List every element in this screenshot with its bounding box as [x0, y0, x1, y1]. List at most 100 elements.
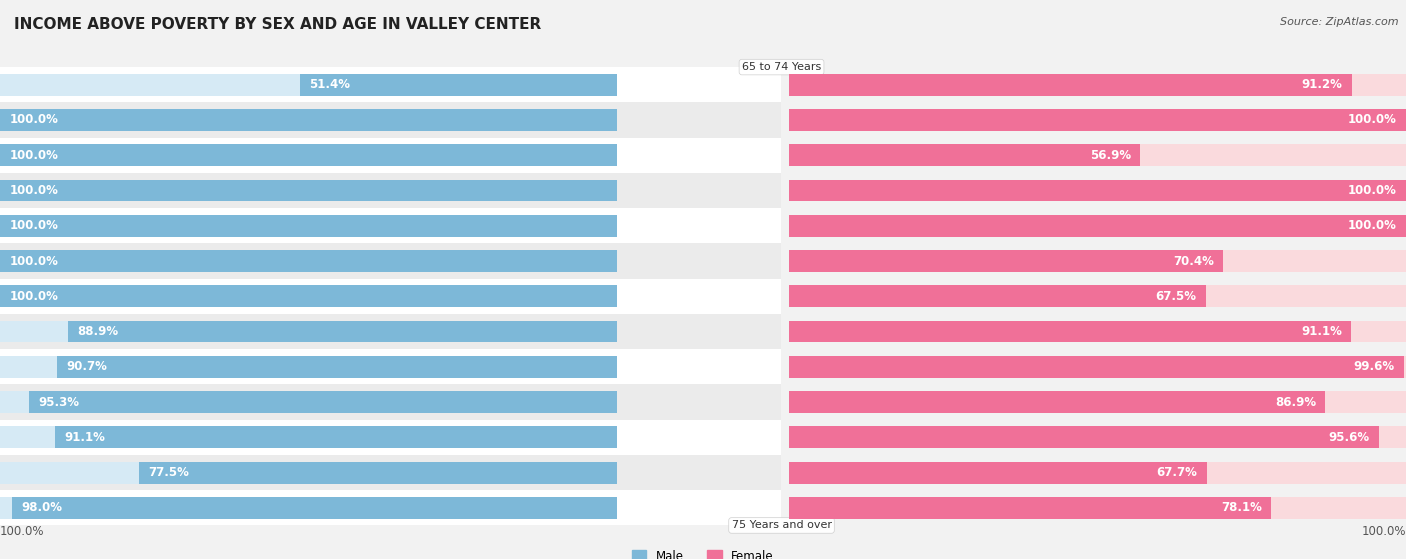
Bar — [0, 278, 617, 314]
Bar — [0, 243, 789, 278]
Bar — [789, 391, 1326, 413]
Bar — [139, 462, 617, 484]
Bar — [299, 74, 617, 96]
Bar — [789, 497, 1406, 519]
Bar — [617, 385, 782, 420]
Bar — [30, 391, 617, 413]
Bar — [617, 314, 782, 349]
Bar — [0, 179, 617, 201]
Bar — [789, 144, 1406, 166]
Bar — [789, 144, 1140, 166]
Bar — [0, 490, 617, 525]
Bar — [0, 497, 617, 519]
Bar — [0, 144, 617, 166]
Bar — [0, 173, 617, 208]
Text: 67.5%: 67.5% — [1156, 290, 1197, 303]
Text: 91.1%: 91.1% — [1301, 325, 1341, 338]
Bar — [0, 427, 617, 448]
Bar — [0, 490, 789, 525]
Bar — [0, 208, 789, 243]
Bar — [789, 427, 1379, 448]
Text: 98.0%: 98.0% — [21, 501, 63, 514]
Text: 51.4%: 51.4% — [309, 78, 350, 91]
Bar — [0, 138, 789, 173]
Text: 95.6%: 95.6% — [1329, 431, 1369, 444]
Bar — [0, 250, 617, 272]
Bar — [789, 321, 1406, 343]
Bar — [0, 321, 617, 343]
Bar — [789, 109, 1406, 131]
Text: 100.0%: 100.0% — [1348, 184, 1396, 197]
Bar — [789, 356, 1403, 378]
Text: 95.3%: 95.3% — [38, 396, 79, 409]
Bar — [0, 215, 617, 236]
Bar — [789, 250, 1406, 272]
Bar — [617, 67, 782, 102]
Bar — [58, 356, 617, 378]
Bar — [0, 385, 617, 420]
Bar — [0, 285, 617, 307]
Bar — [0, 74, 617, 96]
Text: 100.0%: 100.0% — [10, 149, 58, 162]
Bar — [617, 490, 782, 525]
Text: 99.6%: 99.6% — [1353, 361, 1395, 373]
Text: 90.7%: 90.7% — [66, 361, 107, 373]
Bar — [789, 74, 1351, 96]
Bar — [617, 173, 782, 208]
Text: 100.0%: 100.0% — [0, 525, 45, 538]
Bar — [617, 138, 782, 173]
Bar — [0, 144, 617, 166]
Bar — [0, 285, 617, 307]
Text: 56.9%: 56.9% — [1090, 149, 1130, 162]
Bar — [0, 314, 789, 349]
Bar — [789, 427, 1406, 448]
Legend: Male, Female: Male, Female — [633, 549, 773, 559]
Text: 100.0%: 100.0% — [10, 219, 58, 232]
Bar — [0, 455, 617, 490]
Text: 77.5%: 77.5% — [148, 466, 188, 479]
Bar — [0, 356, 617, 378]
Bar — [789, 215, 1406, 236]
Bar — [617, 102, 782, 138]
Bar — [55, 427, 617, 448]
Text: INCOME ABOVE POVERTY BY SEX AND AGE IN VALLEY CENTER: INCOME ABOVE POVERTY BY SEX AND AGE IN V… — [14, 17, 541, 32]
Bar — [0, 349, 789, 385]
Bar — [789, 250, 1223, 272]
Text: 91.1%: 91.1% — [65, 431, 105, 444]
Bar — [0, 420, 789, 455]
Bar — [789, 321, 1351, 343]
Bar — [0, 349, 617, 385]
Bar — [617, 455, 782, 490]
Bar — [0, 102, 617, 138]
Text: 70.4%: 70.4% — [1174, 254, 1215, 268]
Bar — [0, 67, 789, 102]
Bar — [0, 179, 617, 201]
Bar — [0, 109, 617, 131]
Bar — [617, 420, 782, 455]
Bar — [0, 215, 617, 236]
Text: 100.0%: 100.0% — [1361, 525, 1406, 538]
Bar — [0, 391, 617, 413]
Text: 67.7%: 67.7% — [1157, 466, 1198, 479]
Bar — [789, 462, 1406, 484]
Bar — [0, 67, 617, 102]
Bar — [0, 420, 617, 455]
Bar — [0, 385, 789, 420]
Text: 88.9%: 88.9% — [77, 325, 120, 338]
Text: Source: ZipAtlas.com: Source: ZipAtlas.com — [1281, 17, 1399, 27]
Text: 75 Years and over: 75 Years and over — [731, 520, 831, 530]
Bar — [0, 109, 617, 131]
Bar — [69, 321, 617, 343]
Text: 100.0%: 100.0% — [10, 290, 58, 303]
Bar — [789, 74, 1406, 96]
Bar — [617, 208, 782, 243]
Bar — [0, 243, 617, 278]
Bar — [0, 455, 789, 490]
Bar — [0, 250, 617, 272]
Bar — [789, 179, 1406, 201]
Bar — [789, 356, 1406, 378]
Text: 100.0%: 100.0% — [1348, 219, 1396, 232]
Text: 78.1%: 78.1% — [1220, 501, 1261, 514]
Bar — [0, 314, 617, 349]
Bar — [0, 462, 617, 484]
